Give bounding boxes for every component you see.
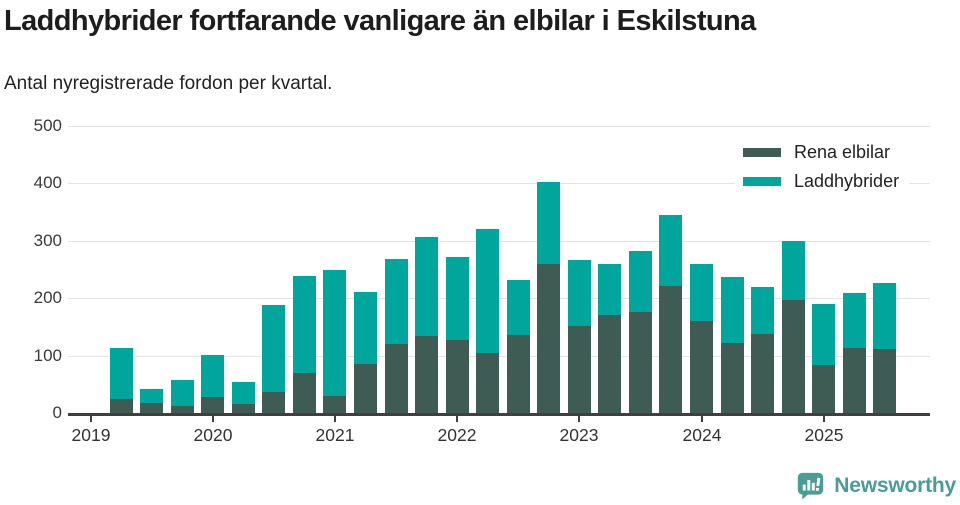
bar-rena-elbilar-2025-Q1 — [812, 365, 835, 413]
bar-laddhybrider-2020-Q4 — [293, 276, 316, 373]
gridline-500 — [68, 126, 930, 127]
bar-rena-elbilar-2024-Q3 — [751, 334, 774, 413]
bar-rena-elbilar-2020-Q1 — [201, 397, 224, 413]
bar-rena-elbilar-2022-Q4 — [537, 264, 560, 413]
x-tick-2020 — [212, 416, 214, 422]
bar-laddhybrider-2025-Q3 — [873, 283, 896, 349]
x-tick-label-2019: 2019 — [71, 425, 111, 445]
bar-laddhybrider-2019-Q4 — [171, 380, 194, 406]
bar-laddhybrider-2020-Q2 — [232, 382, 255, 404]
x-tick-label-2024: 2024 — [682, 425, 722, 445]
bar-rena-elbilar-2022-Q1 — [446, 340, 469, 413]
brand-name: Newsworthy — [834, 473, 956, 497]
x-tick-2024 — [701, 416, 703, 422]
bar-laddhybrider-2021-Q2 — [354, 292, 377, 364]
bar-rena-elbilar-2020-Q2 — [232, 404, 255, 413]
bar-rena-elbilar-2024-Q4 — [782, 300, 805, 413]
legend-item-laddhybrider: Laddhybrider — [743, 171, 899, 191]
x-tick-label-2020: 2020 — [193, 425, 233, 445]
bar-rena-elbilar-2023-Q3 — [629, 312, 652, 413]
legend-swatch-rena-elbilar — [743, 147, 781, 157]
legend-label-laddhybrider: Laddhybrider — [794, 170, 900, 191]
bar-rena-elbilar-2023-Q4 — [659, 286, 682, 413]
bar-rena-elbilar-2020-Q4 — [293, 373, 316, 413]
y-tick-label-100: 100 — [33, 346, 62, 365]
y-tick-label-0: 0 — [52, 403, 62, 422]
chart-title: Laddhybrider fortfarande vanligare än el… — [4, 5, 756, 37]
bar-laddhybrider-2020-Q3 — [262, 305, 285, 392]
bar-rena-elbilar-2023-Q2 — [598, 315, 621, 413]
x-tick-label-2023: 2023 — [559, 425, 599, 445]
bar-laddhybrider-2023-Q1 — [568, 260, 591, 326]
x-tick-label-2022: 2022 — [437, 425, 477, 445]
bar-rena-elbilar-2021-Q1 — [323, 396, 346, 413]
bar-laddhybrider-2024-Q2 — [721, 277, 744, 343]
bar-rena-elbilar-2025-Q2 — [843, 348, 866, 413]
gridline-200 — [68, 298, 930, 299]
brand-footer: Newsworthy — [796, 471, 956, 500]
gridline-100 — [68, 356, 930, 357]
bar-laddhybrider-2022-Q4 — [537, 182, 560, 264]
x-tick-2023 — [578, 416, 580, 422]
bar-laddhybrider-2024-Q4 — [782, 241, 805, 300]
bar-laddhybrider-2023-Q2 — [598, 264, 621, 315]
bar-laddhybrider-2025-Q1 — [812, 304, 835, 365]
bar-rena-elbilar-2019-Q4 — [171, 406, 194, 413]
bar-laddhybrider-2021-Q3 — [385, 259, 408, 344]
bar-laddhybrider-2024-Q1 — [690, 264, 713, 321]
gridline-400 — [68, 183, 930, 184]
bar-chart-speech-bubble-icon — [798, 472, 824, 500]
bar-rena-elbilar-2024-Q2 — [721, 343, 744, 413]
bar-rena-elbilar-2020-Q3 — [262, 392, 285, 413]
legend-swatch-laddhybrider — [743, 176, 781, 186]
bar-laddhybrider-2022-Q1 — [446, 257, 469, 340]
bar-rena-elbilar-2024-Q1 — [690, 321, 713, 413]
bar-rena-elbilar-2023-Q1 — [568, 326, 591, 413]
bar-rena-elbilar-2021-Q4 — [415, 336, 438, 413]
legend-label-rena-elbilar: Rena elbilar — [794, 141, 891, 162]
bar-laddhybrider-2025-Q2 — [843, 293, 866, 348]
bar-laddhybrider-2022-Q3 — [507, 280, 530, 335]
bar-laddhybrider-2023-Q3 — [629, 251, 652, 312]
x-tick-label-2021: 2021 — [315, 425, 355, 445]
gridline-300 — [68, 241, 930, 242]
bar-rena-elbilar-2021-Q3 — [385, 344, 408, 413]
bar-laddhybrider-2023-Q4 — [659, 215, 682, 286]
y-tick-label-300: 300 — [33, 231, 62, 250]
bar-rena-elbilar-2022-Q2 — [476, 353, 499, 413]
x-tick-2022 — [456, 416, 458, 422]
x-tick-2025 — [823, 416, 825, 422]
x-tick-2019 — [90, 416, 92, 422]
bar-rena-elbilar-2019-Q3 — [140, 403, 163, 413]
bar-laddhybrider-2019-Q3 — [140, 389, 163, 403]
bar-rena-elbilar-2019-Q2 — [110, 399, 133, 413]
chart-subtitle: Antal nyregistrerade fordon per kvartal. — [4, 73, 333, 94]
bar-rena-elbilar-2021-Q2 — [354, 364, 377, 413]
bar-laddhybrider-2019-Q2 — [110, 348, 133, 399]
x-tick-2021 — [334, 416, 336, 422]
y-tick-label-200: 200 — [33, 288, 62, 307]
bar-laddhybrider-2024-Q3 — [751, 287, 774, 334]
bar-laddhybrider-2021-Q4 — [415, 237, 438, 336]
bar-rena-elbilar-2022-Q3 — [507, 335, 530, 413]
y-tick-label-400: 400 — [33, 173, 62, 192]
bar-laddhybrider-2020-Q1 — [201, 355, 224, 397]
legend: Rena elbilar Laddhybrider — [735, 138, 910, 195]
x-axis-line — [68, 413, 930, 416]
x-tick-label-2025: 2025 — [804, 425, 844, 445]
bar-laddhybrider-2022-Q2 — [476, 229, 499, 353]
bar-rena-elbilar-2025-Q3 — [873, 349, 896, 413]
bar-laddhybrider-2021-Q1 — [323, 270, 346, 396]
y-tick-label-500: 500 — [33, 116, 62, 135]
legend-item-rena-elbilar: Rena elbilar — [743, 142, 899, 162]
